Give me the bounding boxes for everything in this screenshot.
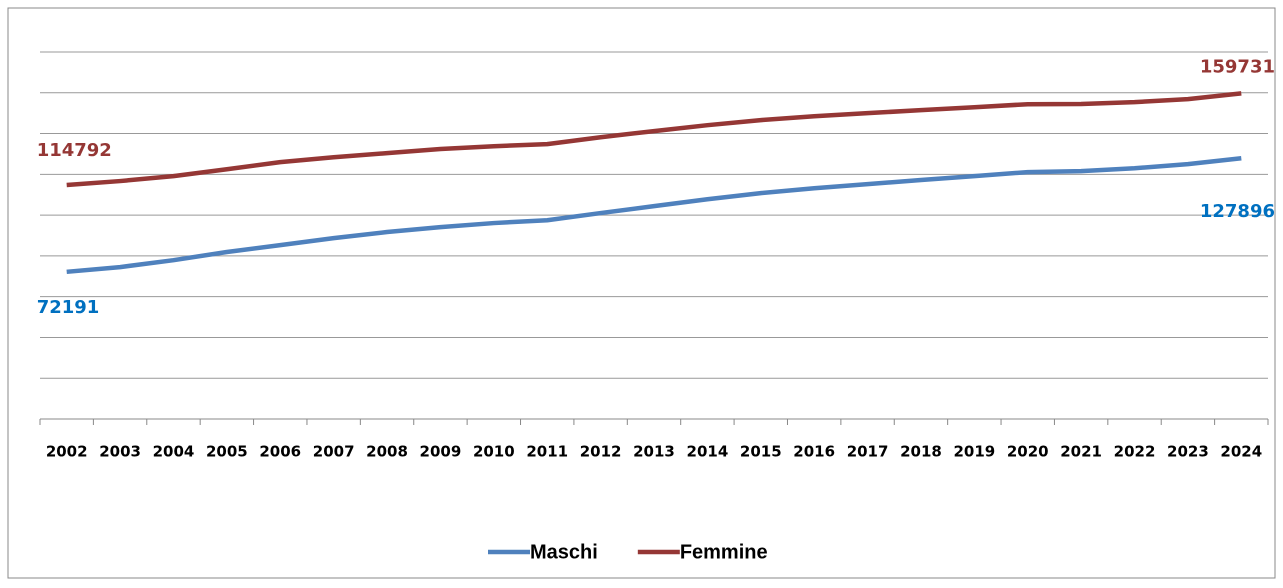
x-tick-label: 2005 xyxy=(206,443,248,461)
legend-label: Femmine xyxy=(680,541,768,563)
x-tick-label: 2009 xyxy=(420,443,462,461)
legend-label: Maschi xyxy=(530,541,598,563)
x-tick-label: 2017 xyxy=(847,443,889,461)
x-tick-label: 2008 xyxy=(366,443,408,461)
x-tick-label: 2018 xyxy=(900,443,942,461)
x-tick-label: 2023 xyxy=(1167,443,1209,461)
x-tick-label: 2020 xyxy=(1007,443,1049,461)
x-tick-label: 2011 xyxy=(526,443,568,461)
x-tick-label: 2021 xyxy=(1060,443,1102,461)
data-label: 159731 xyxy=(1200,56,1275,77)
x-tick-label: 2006 xyxy=(259,443,301,461)
x-tick-label: 2015 xyxy=(740,443,782,461)
x-tick-label: 2016 xyxy=(793,443,835,461)
x-tick-label: 2007 xyxy=(313,443,355,461)
x-tick-label: 2014 xyxy=(687,443,729,461)
x-tick-label: 2024 xyxy=(1220,443,1262,461)
data-label: 72191 xyxy=(37,297,100,318)
x-tick-label: 2004 xyxy=(153,443,195,461)
x-tick-label: 2022 xyxy=(1114,443,1156,461)
x-tick-label: 2012 xyxy=(580,443,622,461)
series-line xyxy=(66,91,1242,188)
x-tick-label: 2019 xyxy=(953,443,995,461)
x-tick-label: 2003 xyxy=(99,443,141,461)
chart-border xyxy=(7,7,1276,579)
x-tick-label: 2010 xyxy=(473,443,515,461)
x-tick-label: 2013 xyxy=(633,443,675,461)
x-tick-label: 2002 xyxy=(46,443,88,461)
series-line xyxy=(66,155,1242,275)
data-label: 127896 xyxy=(1200,201,1275,222)
data-label: 114792 xyxy=(37,140,112,161)
